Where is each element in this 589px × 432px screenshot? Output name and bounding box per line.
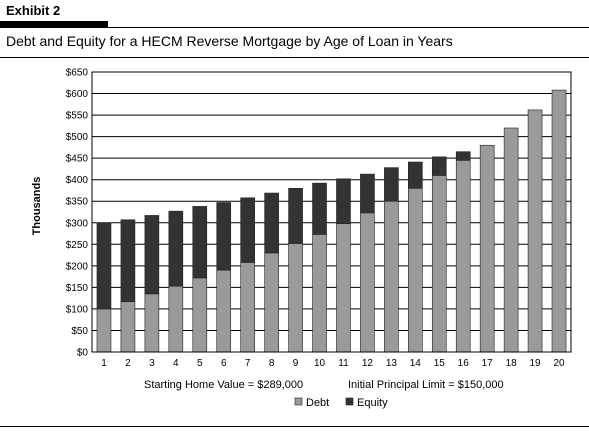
x-tick-label: 4 (173, 358, 179, 369)
legend-swatch-debt (294, 397, 303, 406)
x-tick-label: 3 (149, 358, 155, 369)
y-tick-label: $300 (66, 218, 89, 229)
y-tick-label: $550 (66, 111, 89, 122)
x-tick-label: 11 (338, 358, 349, 369)
x-tick-label: 20 (553, 358, 565, 369)
y-tick-label: $100 (66, 304, 89, 315)
x-tick-label: 6 (221, 358, 227, 369)
bar-debt (431, 175, 447, 353)
x-tick-label: 12 (362, 358, 374, 369)
y-tick-label: $450 (66, 154, 89, 165)
x-tick-label: 10 (314, 358, 326, 369)
y-tick-label: $0 (77, 348, 89, 359)
bar-debt (527, 109, 543, 353)
bar-equity (96, 222, 112, 310)
x-tick-labels: 1 2 3 4 5 6 7 8 9 10 11 12 13 14 15 16 17 18 19 20 (101, 358, 565, 369)
y-tick-label: $600 (66, 89, 89, 100)
bar-debt (168, 285, 184, 353)
x-tick-label: 14 (410, 358, 422, 369)
x-tick-label: 7 (245, 358, 251, 369)
bar-debt (336, 223, 351, 353)
bar-debt (120, 301, 136, 353)
y-tick-label: $150 (66, 283, 89, 294)
bar-equity (216, 202, 232, 271)
bar-debt (503, 127, 519, 353)
bar-debt (551, 89, 567, 353)
bar-equity (312, 182, 327, 235)
y-tick-label: $650 (66, 68, 89, 79)
bar-equity (431, 156, 447, 176)
x-tick-label: 15 (434, 358, 446, 369)
legend: Debt Equity (294, 397, 388, 409)
y-tick-label: $400 (66, 175, 89, 186)
bar-equity (168, 210, 184, 287)
title-rule (0, 27, 589, 28)
y-axis-label: Thousands (31, 177, 43, 236)
bar-debt (312, 234, 327, 353)
bar-equity (408, 161, 423, 189)
x-tick-label: 13 (386, 358, 398, 369)
x-tick-label: 9 (293, 358, 299, 369)
bar-equity (455, 151, 471, 161)
starting-home-value-note: Starting Home Value = $289,000 (144, 379, 303, 391)
x-tick-label: 16 (458, 358, 470, 369)
y-tick-labels: $0 $50 $100 $150 $200 $250 $300 $350 $400 $450 $50… (66, 68, 89, 359)
x-tick-label: 2 (125, 358, 131, 369)
legend-label-debt: Debt (306, 397, 329, 409)
bar-equity (288, 188, 303, 244)
bar-equity (360, 173, 375, 214)
bar-debt (96, 308, 112, 353)
bar-equity (192, 206, 208, 279)
bar-equity (240, 197, 255, 263)
bar-debt (192, 277, 208, 353)
header-rule (0, 57, 589, 58)
legend-label-equity: Equity (357, 397, 388, 409)
x-tick-label: 17 (482, 358, 494, 369)
x-tick-label: 18 (506, 358, 518, 369)
bar-debt (264, 252, 279, 353)
x-tick-label: 1 (101, 358, 107, 369)
bars (96, 89, 567, 353)
x-tick-label: 5 (197, 358, 203, 369)
bar-equity (336, 178, 351, 224)
bar-debt (216, 269, 232, 353)
exhibit-rule (0, 21, 108, 27)
bar-equity (120, 219, 136, 302)
bar-debt (455, 160, 471, 353)
bar-debt (360, 212, 375, 353)
bar-equity (384, 167, 399, 202)
grid-lines (92, 71, 571, 353)
bar-equity (264, 192, 279, 254)
legend-swatch-equity (345, 397, 354, 406)
x-tick-label: 8 (269, 358, 275, 369)
bar-debt (144, 293, 160, 353)
bar-equity (144, 215, 160, 295)
y-tick-label: $250 (66, 240, 89, 251)
x-tick-label: 19 (530, 358, 542, 369)
bar-debt (384, 200, 399, 353)
bar-debt (240, 262, 255, 353)
bar-debt (408, 188, 423, 353)
bar-debt (288, 243, 303, 353)
bar-debt (479, 144, 495, 353)
y-tick-label: $500 (66, 132, 89, 143)
bottom-rule (0, 426, 589, 427)
y-tick-label: $200 (66, 261, 89, 272)
exhibit-label: Exhibit 2 (6, 3, 61, 18)
y-tick-label: $350 (66, 197, 89, 208)
chart-title: Debt and Equity for a HECM Reverse Mortg… (6, 33, 453, 49)
y-tick-label: $50 (71, 326, 88, 337)
initial-principal-limit-note: Initial Principal Limit = $150,000 (348, 379, 504, 391)
plot-frame (91, 71, 572, 353)
